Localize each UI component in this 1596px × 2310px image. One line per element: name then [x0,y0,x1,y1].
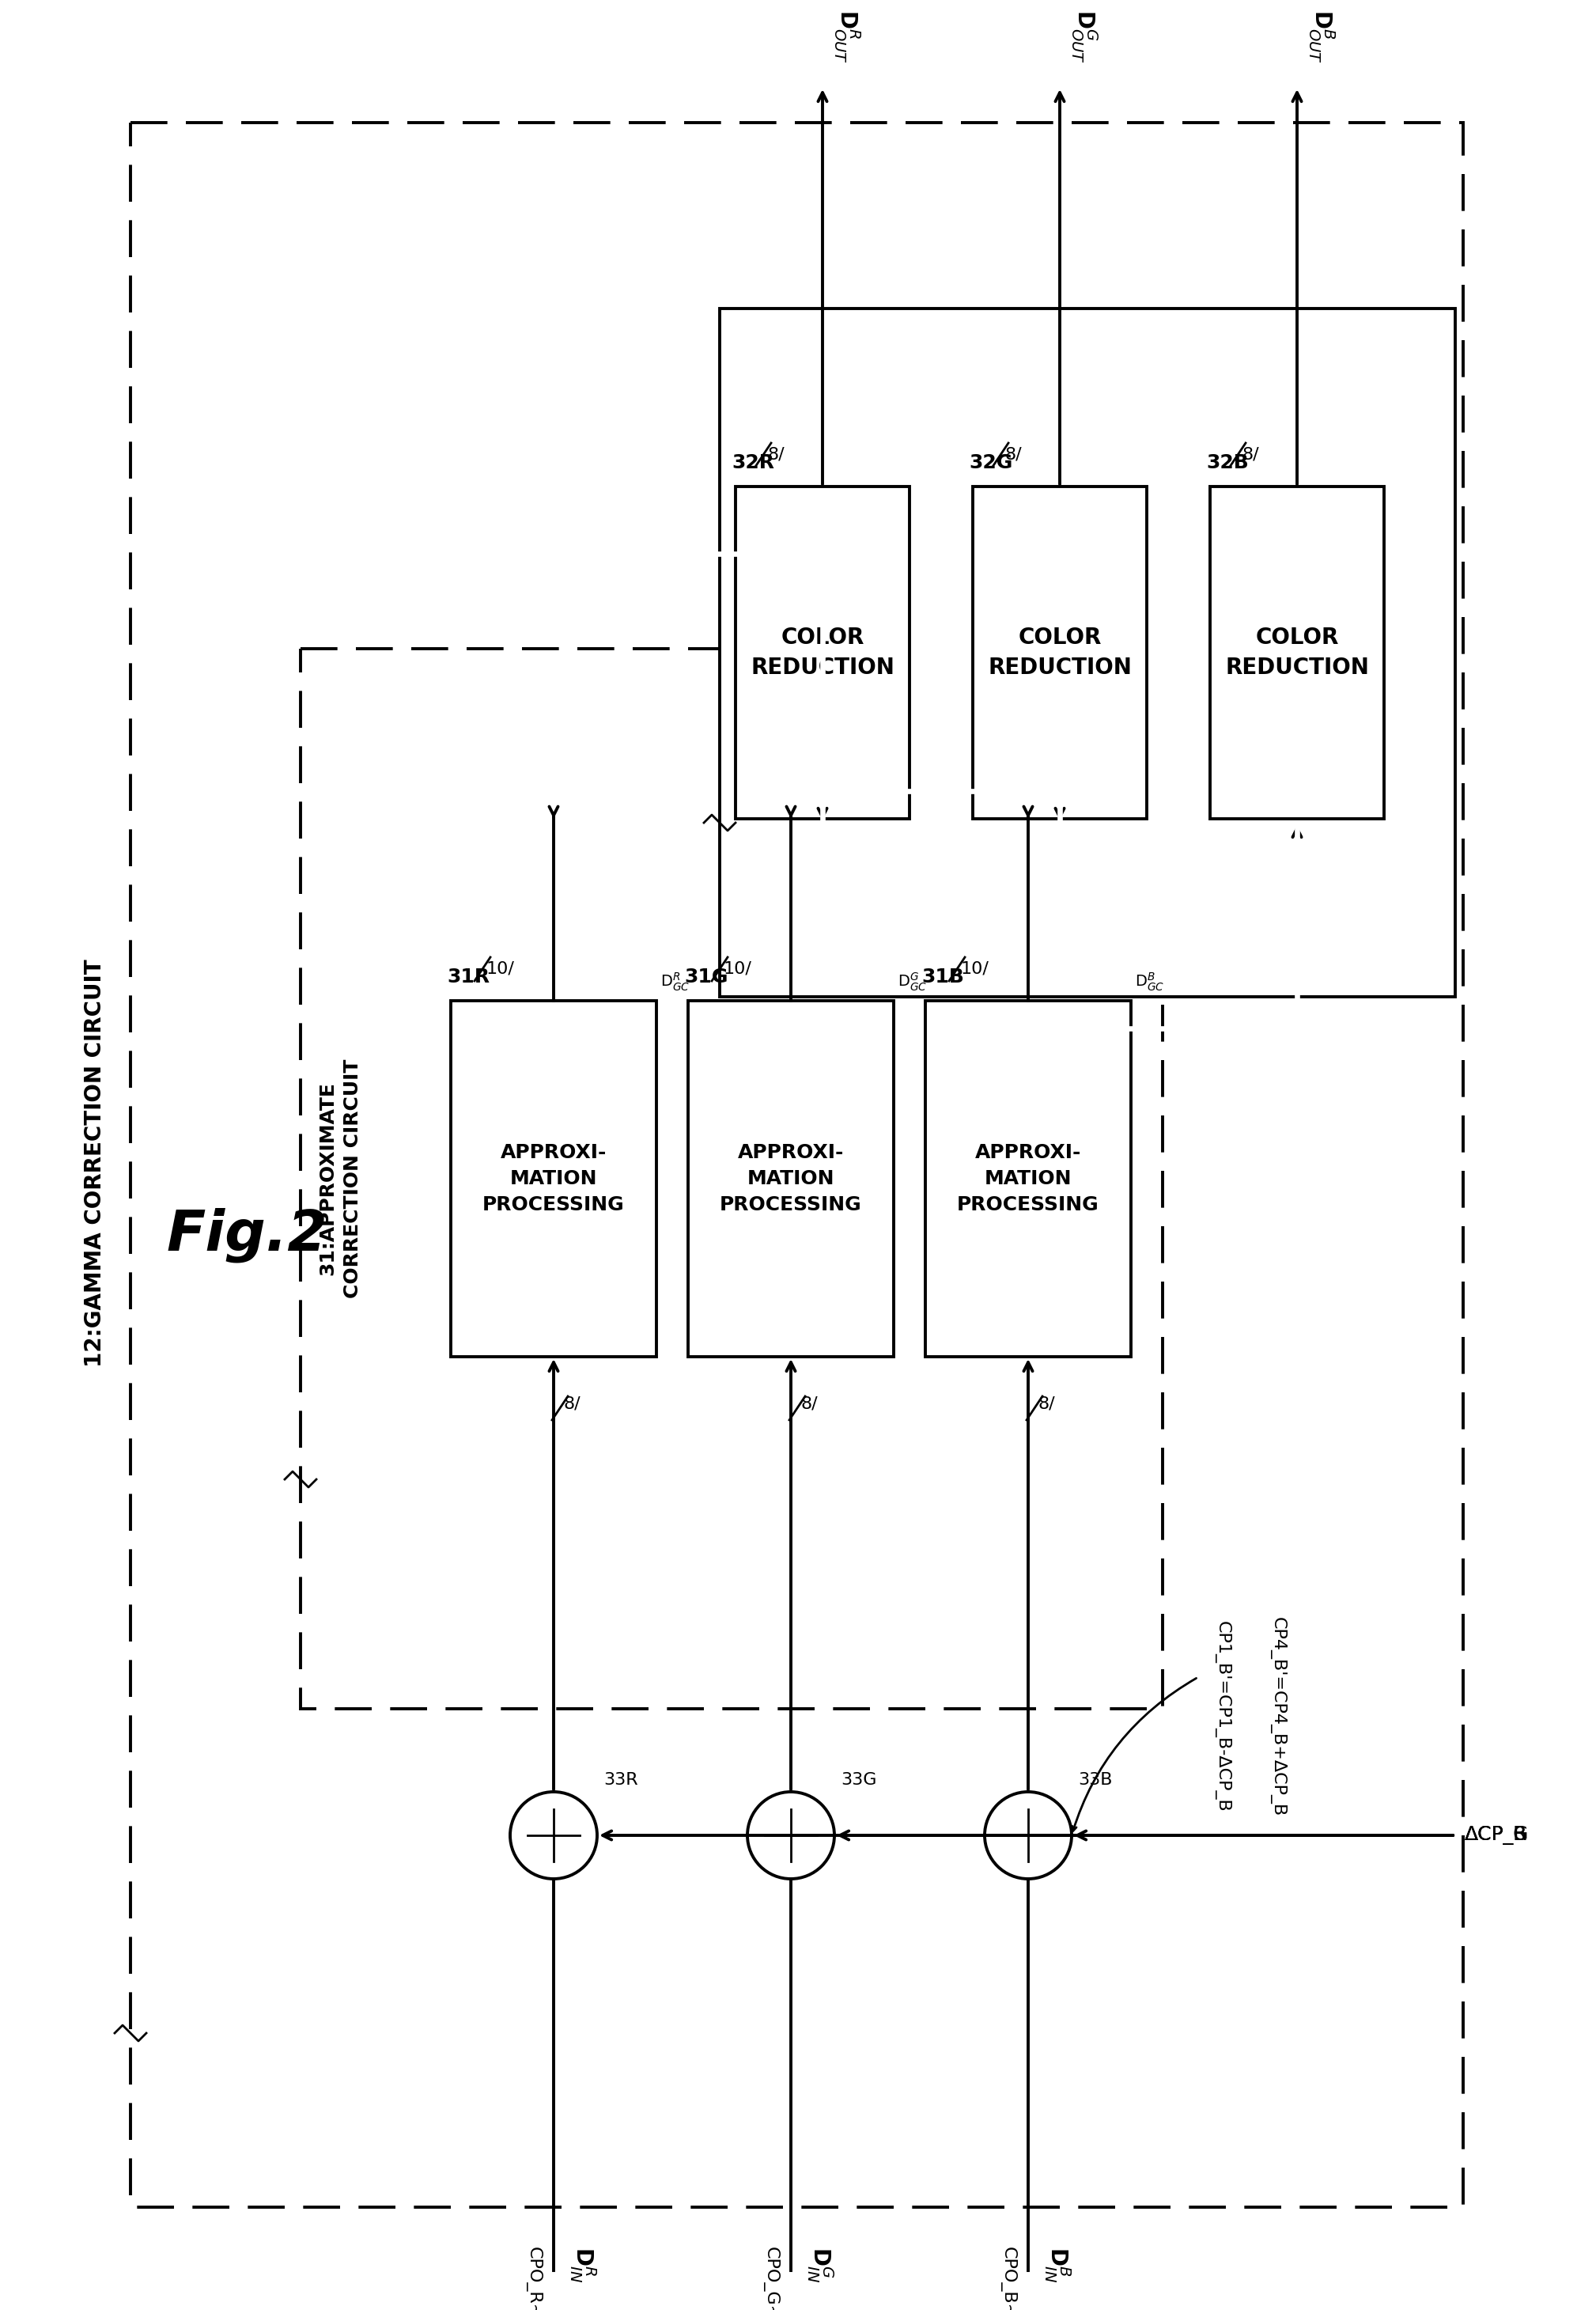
Bar [1210,487,1384,818]
Circle shape [985,1793,1071,1878]
Text: 8/: 8/ [800,1395,817,1411]
Text: 10/: 10/ [723,961,752,977]
Text: 8/: 8/ [768,446,784,462]
Text: COLOR
REDUCTION: COLOR REDUCTION [750,626,894,679]
Text: 10/: 10/ [487,961,516,977]
Text: 32G: 32G [969,453,1012,471]
Text: 8/: 8/ [1004,446,1021,462]
Text: COLOR
REDUCTION: COLOR REDUCTION [1226,626,1369,679]
Text: 8/: 8/ [563,1395,581,1411]
Text: CP1_B'=CP1_B-ΔCP_B: CP1_B'=CP1_B-ΔCP_B [1215,1622,1231,1813]
Text: D$_{OUT}^G$: D$_{OUT}^G$ [1069,9,1100,62]
Text: 8/: 8/ [1037,1395,1055,1411]
Text: APPROXI-
MATION
PROCESSING: APPROXI- MATION PROCESSING [720,1143,862,1215]
Text: ΔCP_G: ΔCP_G [1465,1825,1529,1846]
Bar [131,122,1464,2206]
Text: 33G: 33G [841,1772,876,1788]
Text: 8/: 8/ [1242,446,1259,462]
Text: D$_{IN}^R$: D$_{IN}^R$ [568,2248,598,2282]
Text: 33R: 33R [603,1772,638,1788]
Bar [720,310,1456,998]
Text: Fig.2: Fig.2 [166,1208,327,1261]
Text: 33B: 33B [1077,1772,1112,1788]
Text: CPO_G~CP5_G: CPO_G~CP5_G [763,2248,779,2310]
Text: 31G: 31G [685,968,728,986]
Bar [736,487,910,818]
Text: D$^B_{GC}$: D$^B_{GC}$ [1135,970,1165,993]
Bar [688,1000,894,1356]
Text: CPO_R~CP5_R: CPO_R~CP5_R [525,2248,541,2310]
Text: CPO_B~CP5_B: CPO_B~CP5_B [999,2248,1017,2310]
Text: ΔCP_R: ΔCP_R [1465,1825,1527,1846]
Bar [974,487,1148,818]
Text: D$^R_{GC}$: D$^R_{GC}$ [661,970,689,993]
Text: ΔCP_B: ΔCP_B [1465,1825,1527,1846]
Text: 31B: 31B [921,968,964,986]
Bar [926,1000,1132,1356]
Circle shape [511,1793,597,1878]
Bar [450,1000,656,1356]
Text: 12:GAMMA CORRECTION CIRCUIT: 12:GAMMA CORRECTION CIRCUIT [85,959,105,1368]
Text: 32R: 32R [731,453,774,471]
Text: COLOR
REDUCTION: COLOR REDUCTION [988,626,1132,679]
Text: D$_{OUT}^B$: D$_{OUT}^B$ [1307,9,1336,62]
Text: 32B: 32B [1207,453,1248,471]
Text: APPROXI-
MATION
PROCESSING: APPROXI- MATION PROCESSING [482,1143,624,1215]
Text: D$_{IN}^G$: D$_{IN}^G$ [804,2248,835,2282]
Text: 31R: 31R [447,968,490,986]
Text: APPROXI-
MATION
PROCESSING: APPROXI- MATION PROCESSING [958,1143,1100,1215]
Text: D$_{OUT}^R$: D$_{OUT}^R$ [832,9,862,62]
Bar [300,649,1162,1709]
Text: CP4_B'=CP4_B+ΔCP_B: CP4_B'=CP4_B+ΔCP_B [1269,1617,1286,1816]
Text: D$^G_{GC}$: D$^G_{GC}$ [897,970,927,993]
Text: 31:APPROXIMATE
CORRECTION CIRCUIT: 31:APPROXIMATE CORRECTION CIRCUIT [318,1058,362,1298]
Text: 10/: 10/ [961,961,990,977]
Circle shape [747,1793,835,1878]
Text: 32:COLOR
REDUCTION CIRCUIT: 32:COLOR REDUCTION CIRCUIT [737,541,780,765]
Text: D$_{IN}^B$: D$_{IN}^B$ [1042,2248,1073,2282]
